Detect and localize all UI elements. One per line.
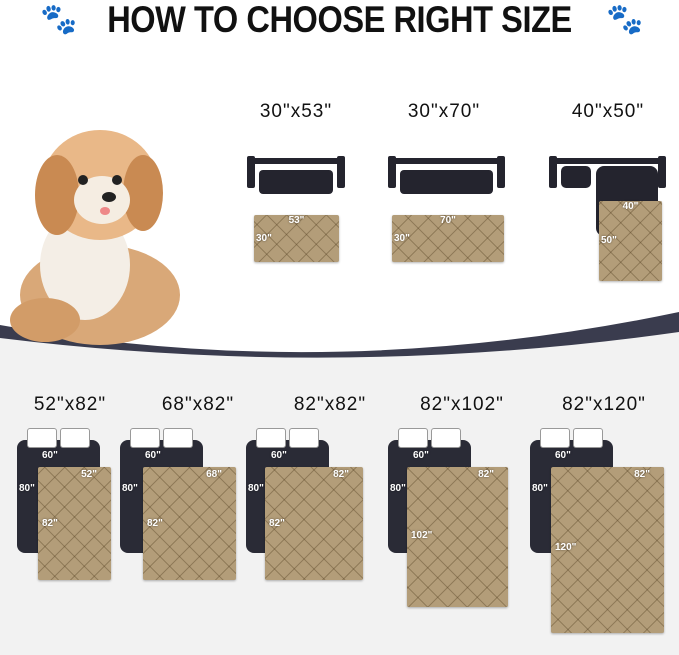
height-dimension: 30" [394, 232, 410, 244]
height-dimension: 102" [411, 530, 433, 541]
width-dimension: 82" [333, 469, 349, 480]
bed-width: 60" [145, 450, 161, 461]
size-label: 30"x53" [259, 101, 333, 122]
mat: 82" 102" [407, 467, 508, 607]
width-dimension: 70" [440, 215, 456, 226]
bed-length: 80" [532, 483, 548, 494]
page-title: HOW TO CHOOSE RIGHT SIZE [107, 0, 572, 40]
pillow-icon [573, 428, 603, 448]
bed-length: 80" [248, 483, 264, 494]
mat: 70" 30" [392, 215, 504, 262]
height-dimension: 82" [147, 517, 163, 529]
width-dimension: 40" [622, 201, 639, 212]
mat: 40" 50" [599, 201, 662, 281]
mat: 52" 82" [38, 467, 111, 580]
sofa-icon [388, 150, 505, 194]
paw-icon: 🐾 [40, 3, 78, 36]
mat: 82" 120" [551, 467, 664, 633]
pillow-icon [540, 428, 570, 448]
size-label: 52"x82" [33, 394, 107, 415]
height-dimension: 82" [269, 517, 285, 529]
mat: 53" 30" [254, 215, 339, 262]
width-dimension: 68" [206, 469, 222, 480]
bed-width: 60" [42, 450, 58, 461]
height-dimension: 120" [555, 541, 577, 553]
pillow-icon [60, 428, 90, 448]
bed-width: 60" [271, 450, 287, 461]
size-label: 82"x102" [420, 394, 504, 415]
size-label: 68"x82" [161, 394, 235, 415]
bed-width: 60" [413, 450, 429, 461]
bed-width: 60" [555, 450, 571, 461]
mat: 68" 82" [143, 467, 236, 580]
size-label: 30"x70" [407, 101, 481, 122]
width-dimension: 82" [634, 469, 650, 480]
pillow-icon [27, 428, 57, 448]
size-label: 40"x50" [571, 101, 645, 122]
width-dimension: 52" [81, 469, 97, 480]
height-dimension: 50" [601, 235, 617, 246]
pillow-icon [256, 428, 286, 448]
width-dimension: 82" [478, 469, 494, 480]
sofa-icon [549, 150, 666, 236]
size-label: 82"x82" [293, 394, 367, 415]
bed-length: 80" [390, 483, 406, 494]
pillow-icon [130, 428, 160, 448]
height-dimension: 82" [42, 517, 58, 529]
dog-image [10, 130, 180, 345]
bed-length: 80" [122, 483, 138, 494]
bed-length: 80" [19, 483, 35, 494]
size-label: 82"x120" [562, 394, 646, 415]
pillow-icon [289, 428, 319, 448]
width-dimension: 53" [288, 215, 305, 226]
height-dimension: 30" [256, 232, 272, 244]
pillow-icon [163, 428, 193, 448]
mat: 82" 82" [265, 467, 363, 580]
pillow-icon [431, 428, 461, 448]
pillow-icon [398, 428, 428, 448]
sofa-icon [247, 150, 345, 194]
paw-icon: 🐾 [606, 3, 644, 36]
